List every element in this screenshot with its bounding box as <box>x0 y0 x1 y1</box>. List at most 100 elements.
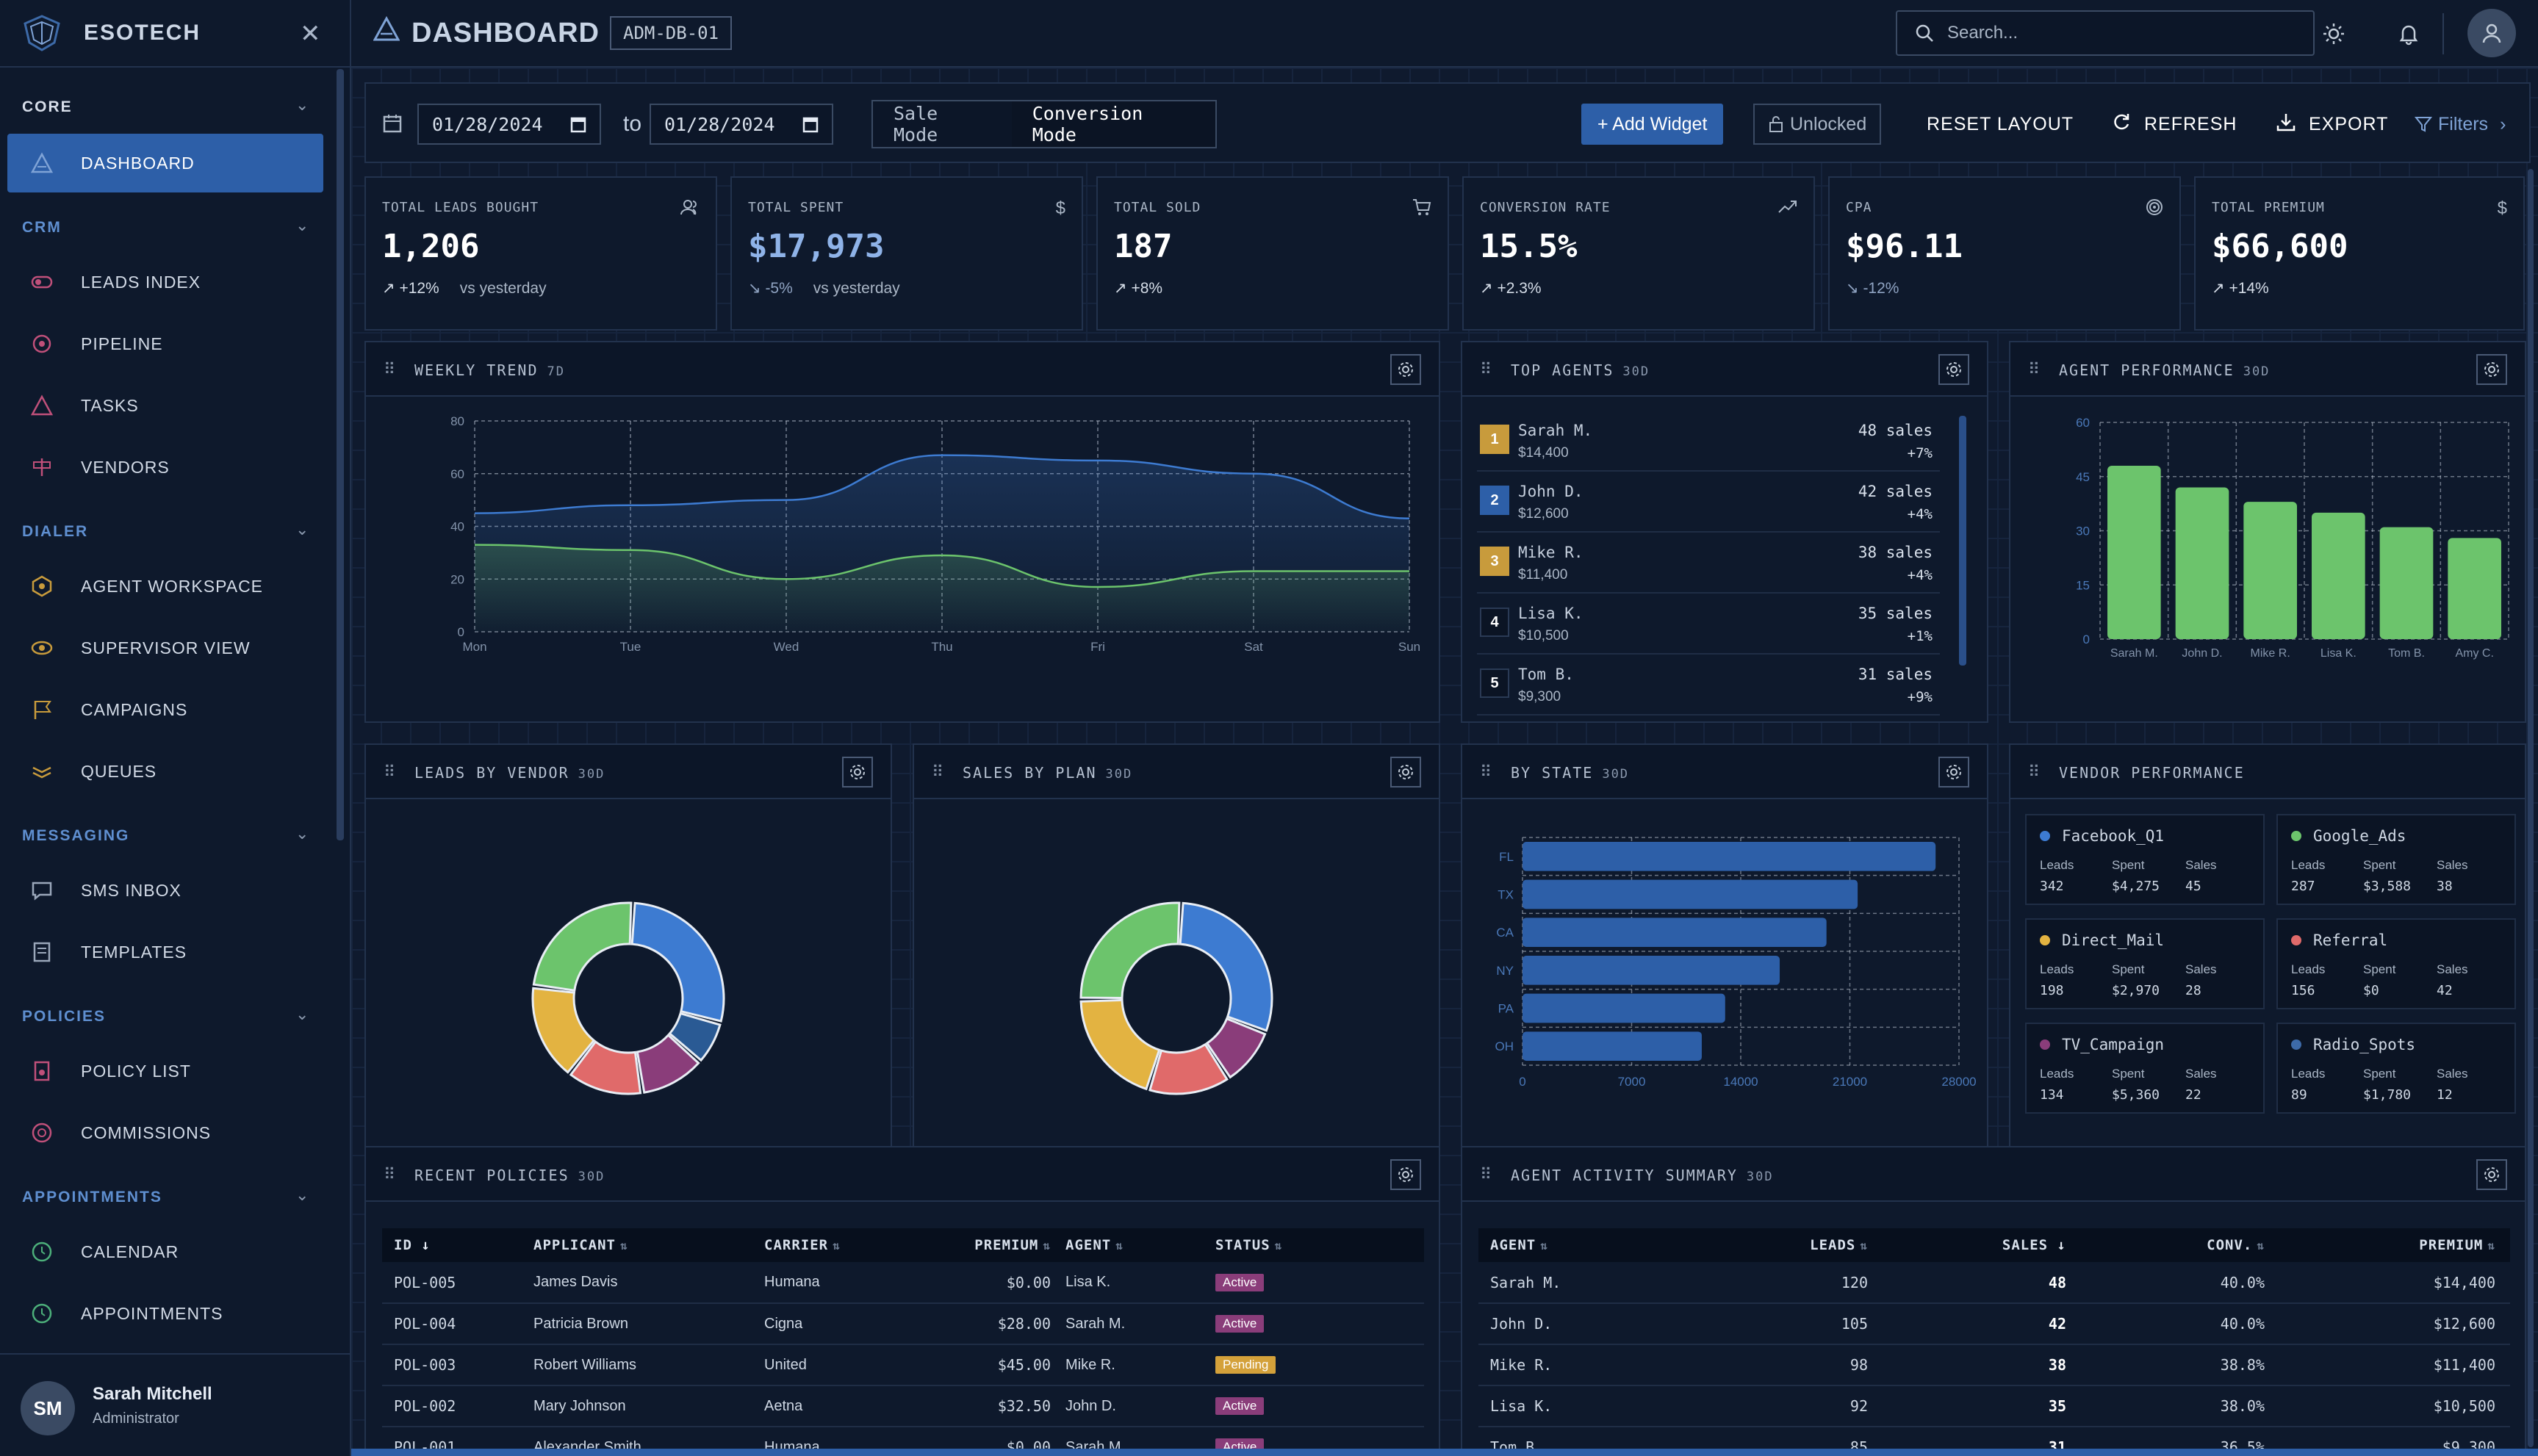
sidebar-item-commissions[interactable]: COMMISSIONS <box>7 1103 323 1162</box>
reset-layout-button[interactable]: RESET LAYOUT <box>1927 113 2074 134</box>
sidebar-item-leads-index[interactable]: LEADS INDEX <box>7 253 323 311</box>
table-row[interactable]: John D. 105 42 40.0% $12,600 <box>1478 1303 2510 1345</box>
sidebar-item-templates[interactable]: TEMPLATES <box>7 923 323 981</box>
vendor-card[interactable]: Radio_Spots Leads Spent Sales 89 $1,780 12 <box>2276 1023 2516 1114</box>
list-item[interactable]: 1 Sarah M. $14,400 48 sales +7% <box>1477 411 1940 472</box>
list-item[interactable]: 5 Tom B. $9,300 31 sales +9% <box>1477 655 1940 716</box>
date-from-input[interactable]: 01/28/2024 <box>417 104 601 145</box>
gear-icon[interactable] <box>1390 1159 1421 1190</box>
drag-handle-icon[interactable]: ⠿ <box>1480 360 1492 378</box>
kpi-card-cpa[interactable]: CPA $96.11 ↘ -12% <box>1828 176 2181 331</box>
table-row[interactable]: POL-002 Mary Johnson Aetna $32.50 John D. Act… <box>382 1385 1424 1427</box>
sidebar-item-sms-inbox[interactable]: SMS INBOX <box>7 861 323 920</box>
kpi-card-conversion[interactable]: CONVERSION RATE 15.5% ↗ +2.3% <box>1462 176 1815 331</box>
export-button[interactable]: EXPORT <box>2276 104 2388 145</box>
section-messaging[interactable]: MESSAGING <box>22 827 130 844</box>
table-row[interactable]: Lisa K. 92 35 38.0% $10,500 <box>1478 1385 2510 1427</box>
date-to-input[interactable]: 01/28/2024 <box>650 104 833 145</box>
sidebar-item-vendors[interactable]: VENDORS <box>7 438 323 497</box>
sidebar-item-agent-workspace[interactable]: AGENT WORKSPACE <box>7 557 323 616</box>
table-row[interactable]: POL-003 Robert Williams United $45.00 Mike R… <box>382 1344 1424 1386</box>
close-sidebar-icon[interactable]: ✕ <box>300 20 321 48</box>
gear-icon[interactable] <box>1938 757 1969 788</box>
chevron-down-icon[interactable]: ⌄ <box>295 216 309 234</box>
col-sales[interactable]: SALES ↓ <box>1883 1228 2081 1262</box>
drag-handle-icon[interactable]: ⠿ <box>1480 1165 1492 1183</box>
kpi-card-sold[interactable]: TOTAL SOLD 187 ↗ +8% <box>1096 176 1449 331</box>
section-crm[interactable]: CRM <box>22 219 62 236</box>
kpi-card-premium[interactable]: TOTAL PREMIUM $ $66,600 ↗ +14% <box>2194 176 2525 331</box>
add-widget-button[interactable]: + Add Widget <box>1581 104 1724 145</box>
drag-handle-icon[interactable]: ⠿ <box>1480 763 1492 781</box>
col-carrier[interactable]: CARRIER ⇅ <box>764 1228 926 1262</box>
col-id[interactable]: ID ↓ <box>382 1228 533 1262</box>
vendor-card[interactable]: Google_Ads Leads Spent Sales 287 $3,588 38 <box>2276 814 2516 905</box>
search-box[interactable] <box>1896 10 2315 56</box>
chevron-down-icon[interactable]: ⌄ <box>295 1005 309 1023</box>
col-status[interactable]: STATUS ⇅ <box>1215 1228 1424 1262</box>
filters-button[interactable]: Filters › <box>2415 104 2506 145</box>
sale-mode-button[interactable]: Sale Mode <box>894 103 938 145</box>
search-input[interactable] <box>1947 23 2285 43</box>
user-profile[interactable]: SM Sarah Mitchell Administrator <box>0 1353 350 1456</box>
chevron-down-icon[interactable]: ⌄ <box>295 520 309 538</box>
drag-handle-icon[interactable]: ⠿ <box>384 360 395 378</box>
gear-icon[interactable] <box>2476 354 2507 385</box>
vendor-card[interactable]: Facebook_Q1 Leads Spent Sales 342 $4,275 45 <box>2025 814 2265 905</box>
lock-toggle-button[interactable]: Unlocked <box>1753 104 1882 145</box>
list-item[interactable]: 4 Lisa K. $10,500 35 sales +1% <box>1477 594 1940 655</box>
gear-icon[interactable] <box>2476 1159 2507 1190</box>
drag-handle-icon[interactable]: ⠿ <box>2028 360 2040 378</box>
list-scrollbar[interactable] <box>1959 416 1966 666</box>
section-policies[interactable]: POLICIES <box>22 1008 107 1025</box>
chevron-down-icon[interactable]: ⌄ <box>295 95 309 114</box>
table-row[interactable]: Mike R. 98 38 38.8% $11,400 <box>1478 1344 2510 1386</box>
kpi-card-spent[interactable]: TOTAL SPENT $ $17,973 ↘ -5% vs yesterday <box>730 176 1083 331</box>
sidebar-item-queues[interactable]: QUEUES <box>7 742 323 801</box>
gear-icon[interactable] <box>1390 757 1421 788</box>
table-row[interactable]: POL-005 James Davis Humana $0.00 Lisa K. Acti… <box>382 1262 1424 1304</box>
section-dialer[interactable]: DIALER <box>22 523 89 540</box>
col-leads[interactable]: LEADS ⇅ <box>1699 1228 1883 1262</box>
user-avatar-button[interactable] <box>2467 9 2516 57</box>
drag-handle-icon[interactable]: ⠿ <box>932 763 943 781</box>
sidebar-item-appointments[interactable]: APPOINTMENTS <box>7 1284 323 1343</box>
vendor-card[interactable]: Referral Leads Spent Sales 156 $0 42 <box>2276 918 2516 1009</box>
sidebar-item-campaigns[interactable]: CAMPAIGNS <box>7 680 323 739</box>
list-item[interactable]: 2 John D. $12,600 42 sales +4% <box>1477 472 1940 533</box>
drag-handle-icon[interactable]: ⠿ <box>384 1165 395 1183</box>
table-row[interactable]: Sarah M. 120 48 40.0% $14,400 <box>1478 1262 2510 1304</box>
vendor-card[interactable]: Direct_Mail Leads Spent Sales 198 $2,970 28 <box>2025 918 2265 1009</box>
sidebar-scrollbar[interactable] <box>337 69 344 840</box>
col-agent[interactable]: AGENT ⇅ <box>1065 1228 1215 1262</box>
kpi-card-leads[interactable]: TOTAL LEADS BOUGHT 1,206 ↗ +12% vs yester… <box>364 176 717 331</box>
sidebar-item-calendar[interactable]: CALENDAR <box>7 1222 323 1281</box>
page-scrollbar[interactable] <box>2528 169 2534 1447</box>
conversion-mode-button[interactable]: Conversion Mode <box>1011 101 1215 147</box>
section-core[interactable]: CORE <box>22 98 73 115</box>
bell-icon[interactable] <box>2394 19 2423 48</box>
col-agent[interactable]: AGENT ⇅ <box>1478 1228 1699 1262</box>
calendar-icon[interactable] <box>802 115 819 137</box>
chevron-down-icon[interactable]: ⌄ <box>295 1186 309 1204</box>
table-row[interactable]: POL-004 Patricia Brown Cigna $28.00 Sarah M.… <box>382 1303 1424 1345</box>
col-conv[interactable]: CONV. ⇅ <box>2081 1228 2279 1262</box>
vendor-card[interactable]: TV_Campaign Leads Spent Sales 134 $5,360 22 <box>2025 1023 2265 1114</box>
section-appointments[interactable]: APPOINTMENTS <box>22 1189 162 1205</box>
gear-icon[interactable] <box>1938 354 1969 385</box>
col-applicant[interactable]: APPLICANT ⇅ <box>533 1228 764 1262</box>
col-premium[interactable]: PREMIUM ⇅ <box>2279 1228 2510 1262</box>
gear-icon[interactable] <box>842 757 873 788</box>
sidebar-item-tasks[interactable]: TASKS <box>7 376 323 435</box>
drag-handle-icon[interactable]: ⠿ <box>384 763 395 781</box>
sidebar-item-supervisor-view[interactable]: SUPERVISOR VIEW <box>7 619 323 677</box>
gear-icon[interactable] <box>1390 354 1421 385</box>
sidebar-item-dashboard[interactable]: DASHBOARD <box>7 134 323 192</box>
sidebar-item-policy-list[interactable]: POLICY LIST <box>7 1042 323 1100</box>
calendar-icon[interactable] <box>570 115 586 137</box>
refresh-button[interactable]: REFRESH <box>2112 104 2237 145</box>
chevron-down-icon[interactable]: ⌄ <box>295 824 309 843</box>
sidebar-item-pipeline[interactable]: PIPELINE <box>7 314 323 373</box>
list-item[interactable]: 3 Mike R. $11,400 38 sales +4% <box>1477 533 1940 594</box>
drag-handle-icon[interactable]: ⠿ <box>2028 763 2040 781</box>
